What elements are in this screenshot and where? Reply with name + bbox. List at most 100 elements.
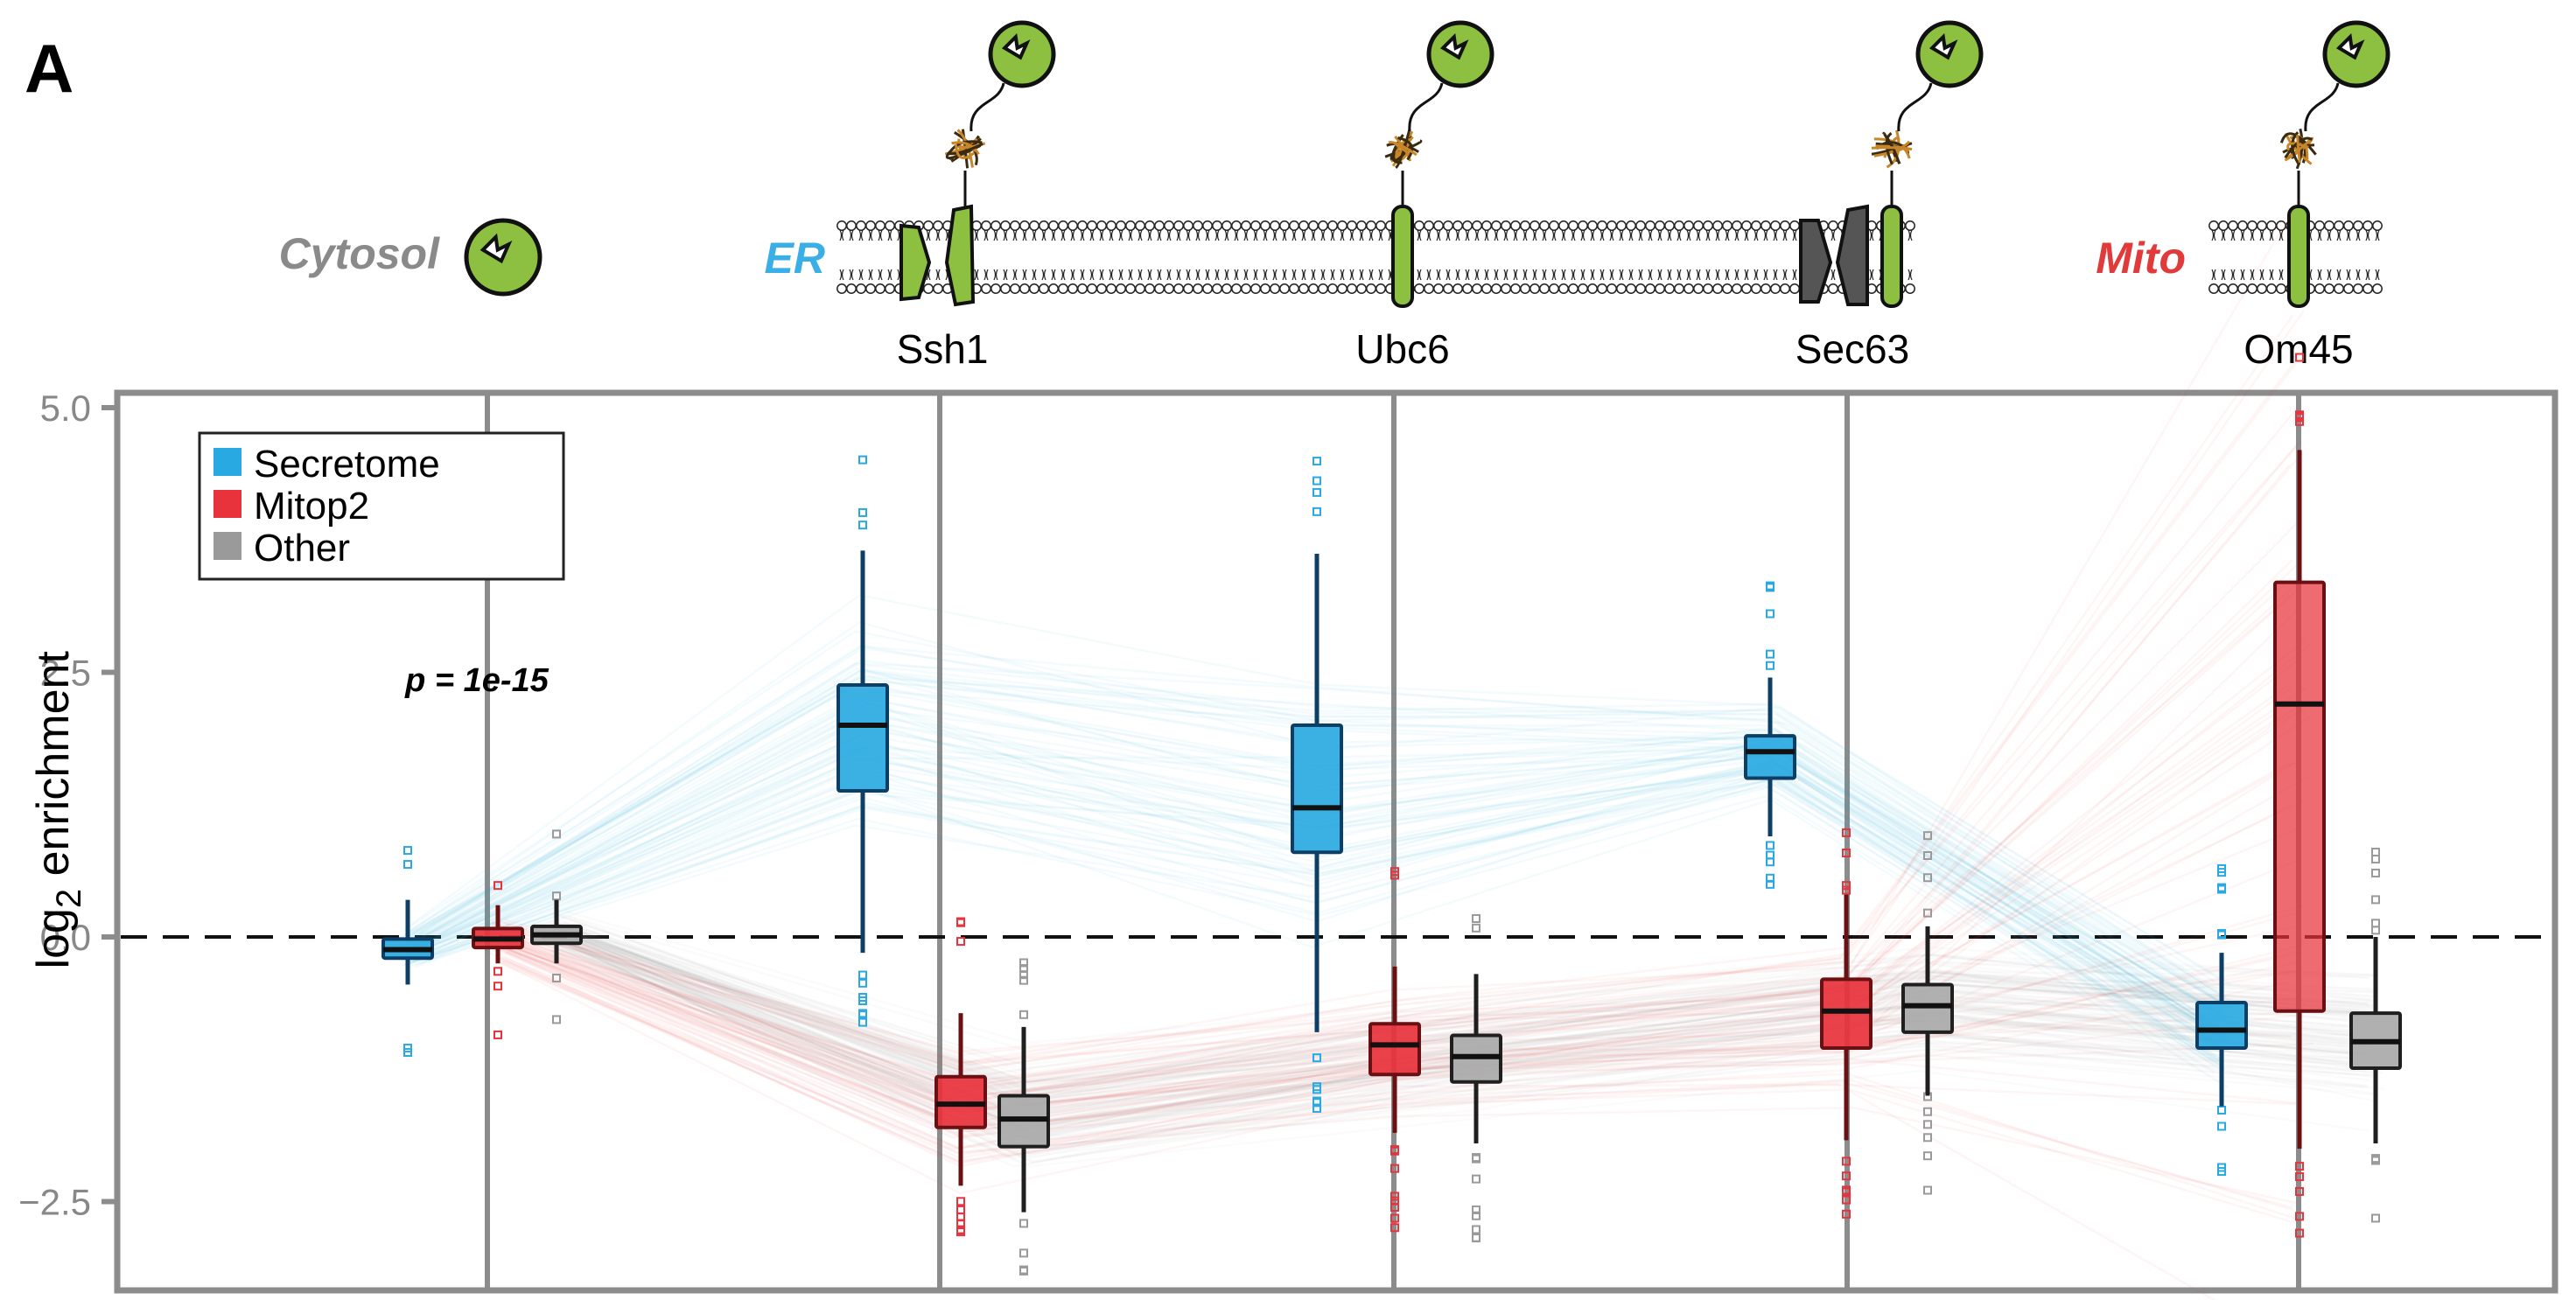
- lipid-tail: [1446, 269, 1451, 281]
- lipid-tail: [1532, 269, 1537, 281]
- lipid-head: [933, 283, 943, 294]
- lipid-head: [1664, 220, 1675, 231]
- lipid-head: [1212, 220, 1222, 231]
- lipid-head: [1530, 220, 1540, 231]
- box-secretome-sec63: [1744, 581, 1796, 889]
- outlier-point: [1923, 908, 1932, 918]
- lipid-head: [2218, 220, 2229, 231]
- sec63-ligase-active-site: [1928, 32, 1958, 60]
- outlier-point: [2295, 353, 2304, 362]
- lipid-tail: [2221, 269, 2226, 281]
- lipid-tail: [858, 229, 864, 241]
- outlier-point: [2371, 848, 2380, 857]
- lipid-head: [1010, 283, 1020, 294]
- lipid-head: [1501, 283, 1511, 294]
- outlier-point: [2217, 1167, 2226, 1177]
- lipid-tail: [2230, 229, 2236, 241]
- y-tick-label: 0.0: [40, 917, 91, 958]
- lipid-head: [1789, 220, 1800, 231]
- lipid-head: [865, 220, 876, 231]
- lipid-head: [1789, 283, 1800, 294]
- lipid-tail: [1551, 229, 1557, 241]
- compartment-label-mito: Mito: [2096, 234, 2186, 283]
- box-other-sec63: [1901, 831, 1954, 1195]
- lipid-head: [1144, 220, 1155, 231]
- lipid-head: [1087, 283, 1097, 294]
- lipid-tail: [2317, 229, 2322, 241]
- lipid-head: [1164, 220, 1174, 231]
- lipid-tail: [1830, 269, 1836, 281]
- lipid-tail: [1590, 229, 1595, 241]
- lipid-tail: [1503, 269, 1508, 281]
- lipid-head: [1000, 283, 1011, 294]
- lipid-head: [875, 283, 886, 294]
- outlier-point: [494, 982, 502, 991]
- outlier-point: [1019, 970, 1028, 980]
- lipid-tail: [2278, 229, 2284, 241]
- lipid-head: [2353, 220, 2363, 231]
- lipid-head: [1260, 220, 1270, 231]
- lipid-head: [981, 220, 991, 231]
- lipid-tail: [1118, 269, 1124, 281]
- lipid-tail: [2240, 269, 2245, 281]
- secretome-trace: [408, 701, 2222, 1033]
- outlier-point: [1390, 870, 1399, 880]
- lipid-tail: [1426, 269, 1432, 281]
- lipid-head: [856, 220, 866, 231]
- outlier-point: [1472, 1174, 1480, 1184]
- lipid-head: [2208, 220, 2219, 231]
- lipid-head: [1193, 283, 1203, 294]
- lipid-tail: [2259, 229, 2264, 241]
- boxes: [382, 353, 2402, 1276]
- lipid-head: [923, 220, 934, 231]
- lipid-head: [1222, 283, 1232, 294]
- outlier-point: [1923, 1107, 1932, 1116]
- legend-swatch-other: [214, 532, 242, 560]
- lipid-tail: [1128, 229, 1133, 241]
- lipid-head: [1549, 283, 1559, 294]
- lipid-tail: [1465, 229, 1470, 241]
- mitop2-trace: [504, 348, 2306, 1068]
- lipid-tail: [1773, 229, 1778, 241]
- lipid-head: [875, 220, 886, 231]
- plot-frame: [114, 389, 2558, 1294]
- lipid-head: [2343, 220, 2354, 231]
- outlier-point: [1390, 1164, 1399, 1173]
- lipid-head: [1116, 283, 1126, 294]
- lipid-head: [1106, 220, 1116, 231]
- secretome-trace: [418, 736, 2231, 1042]
- lipid-tail: [1378, 269, 1383, 281]
- lipid-head: [1674, 283, 1684, 294]
- lipid-head: [1520, 220, 1530, 231]
- lipid-head: [1058, 220, 1068, 231]
- lipid-head: [1693, 220, 1704, 231]
- secretome-trace: [409, 772, 2219, 1065]
- lipid-tail: [887, 269, 892, 281]
- lipid-head: [1250, 283, 1261, 294]
- lipid-tail: [1292, 229, 1297, 241]
- lipid-tail: [1263, 229, 1268, 241]
- lipid-head: [1626, 220, 1636, 231]
- lipid-head: [2372, 220, 2383, 231]
- lipid-head: [2276, 283, 2286, 294]
- lipid-head: [1491, 220, 1502, 231]
- lipid-tail: [1359, 229, 1364, 241]
- fold-strand: [2282, 143, 2315, 154]
- lipid-tail: [1782, 269, 1788, 281]
- fold-strand: [1873, 140, 1911, 157]
- lipid-head: [1106, 283, 1116, 294]
- outlier-point: [1766, 873, 1774, 883]
- lipid-tail: [1551, 269, 1557, 281]
- mitop2-trace: [504, 310, 2306, 1064]
- lipid-tail: [1176, 269, 1181, 281]
- lipid-head: [1183, 220, 1194, 231]
- outlier-point: [956, 937, 965, 947]
- outlier-point: [956, 1197, 965, 1206]
- lipid-head: [1770, 283, 1781, 294]
- secretome-trace: [409, 794, 2229, 1088]
- lipid-head: [1029, 283, 1040, 294]
- lipid-head: [1655, 283, 1665, 294]
- lipid-tail: [1465, 269, 1470, 281]
- outlier-point: [2371, 1213, 2380, 1223]
